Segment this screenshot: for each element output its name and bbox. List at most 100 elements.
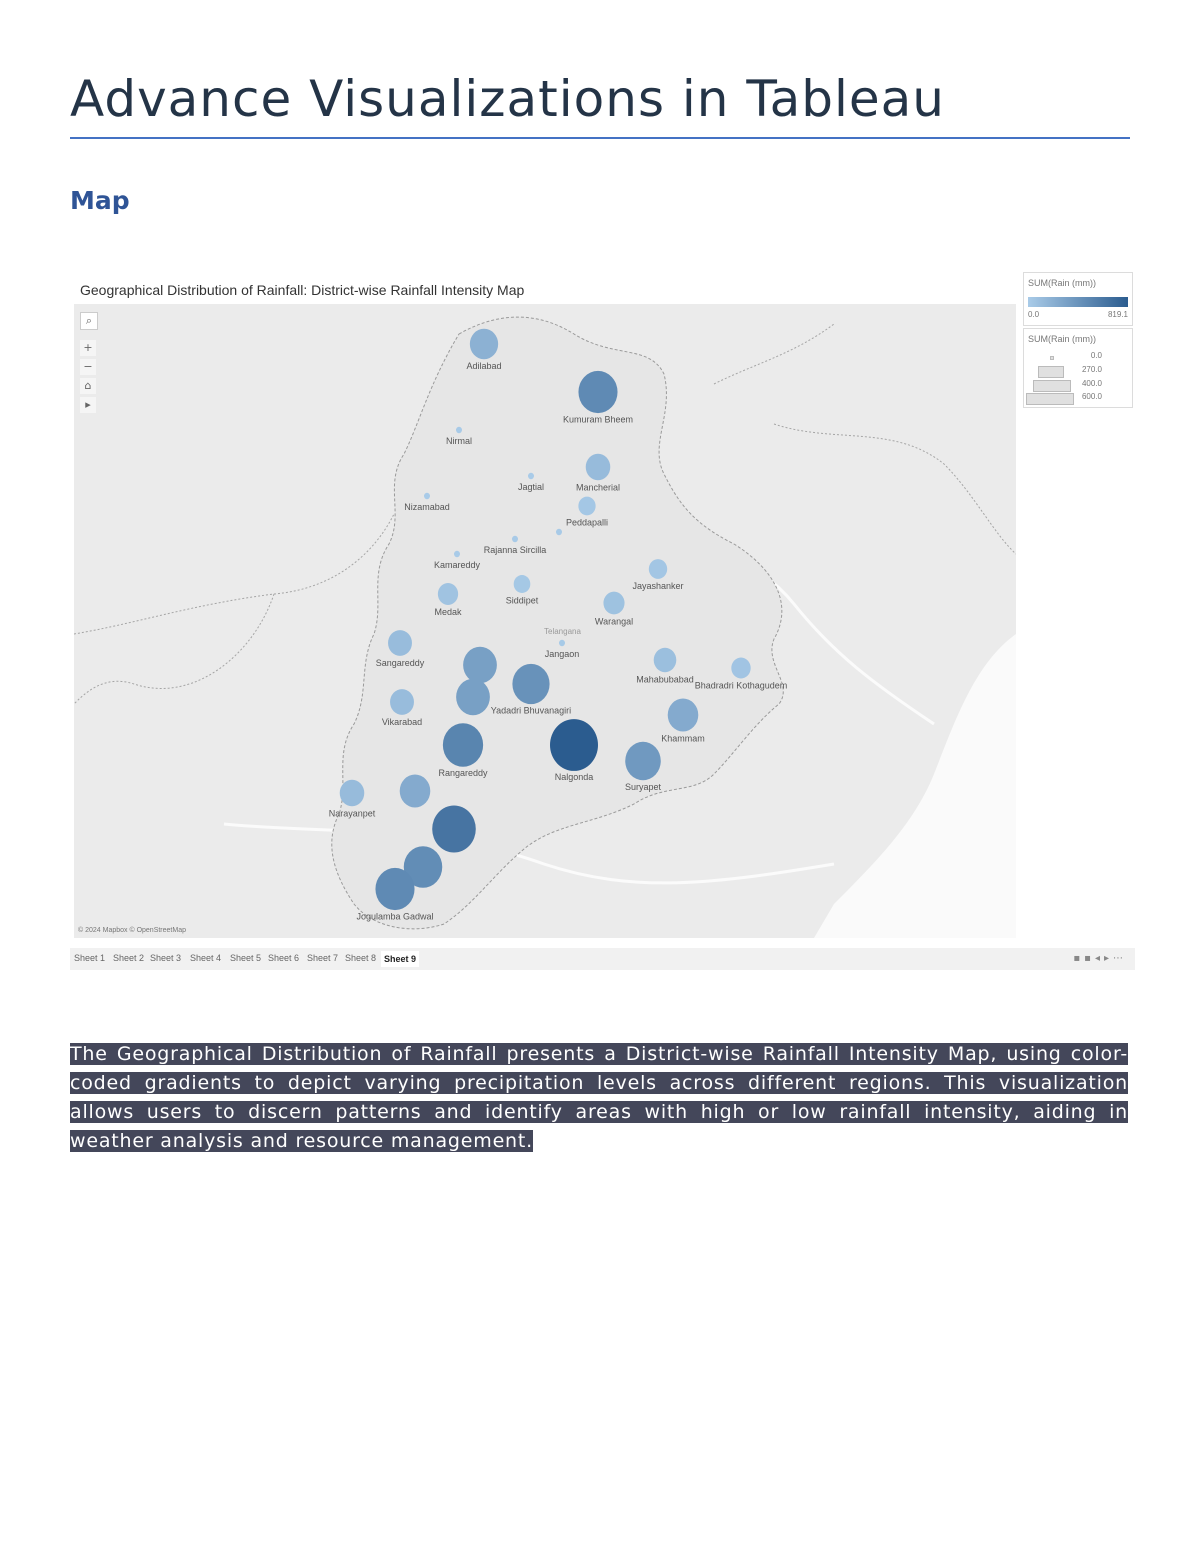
district-label: Nizamabad — [404, 502, 450, 512]
rainfall-bubble[interactable] — [456, 426, 462, 434]
rainfall-bubble[interactable] — [512, 535, 518, 543]
map-search-icon[interactable]: ⌕ — [80, 312, 98, 330]
district-label: Mahabubabad — [636, 674, 694, 684]
rainfall-map: Telangana Adilabad Kumuram Bheem Nirmal Man… — [74, 304, 1016, 938]
rainfall-bubble[interactable] — [550, 719, 598, 771]
rainfall-bubble[interactable] — [424, 492, 430, 500]
tab-sheet-2[interactable]: Sheet 2 — [113, 953, 145, 963]
rainfall-bubble[interactable] — [390, 689, 414, 715]
rainfall-bubble[interactable] — [528, 472, 534, 480]
district-labels: Adilabad Kumuram Bheem Nirmal Mancherial Jag… — [329, 361, 788, 921]
rainfall-bubble[interactable] — [375, 867, 415, 911]
description-text: The Geographical Distribution of Rainfal… — [70, 1043, 1128, 1152]
rainfall-bubble[interactable] — [513, 575, 531, 593]
sea-area — [814, 634, 1016, 938]
district-label: Narayanpet — [329, 808, 376, 818]
district-label: Warangal — [595, 617, 633, 627]
size-legend-row: 0.0 — [1024, 351, 1132, 364]
size-swatch — [1038, 366, 1064, 378]
sheet-tab-bar: Sheet 1 Sheet 2 Sheet 3 Sheet 4 Sheet 5 … — [70, 948, 1135, 970]
rainfall-bubble[interactable] — [456, 678, 490, 716]
state-label-telangana: Telangana — [544, 627, 581, 636]
rainfall-bubble[interactable] — [454, 550, 460, 558]
tab-sheet-6[interactable]: Sheet 6 — [268, 953, 300, 963]
home-icon[interactable]: ⌂ — [80, 378, 96, 394]
size-legend-row: 400.0 — [1024, 379, 1132, 392]
district-label: Nalgonda — [555, 772, 594, 782]
color-legend-title: SUM(Rain (mm)) — [1028, 278, 1096, 288]
rainfall-bubble[interactable] — [559, 639, 565, 647]
map-toolbar: ⌕ + − ⌂ ▸ — [80, 312, 98, 416]
rainfall-bubble[interactable] — [432, 805, 476, 853]
state-border — [713, 323, 1016, 555]
tab-sheet-4[interactable]: Sheet 4 — [190, 953, 222, 963]
tab-sheet-1[interactable]: Sheet 1 — [74, 953, 106, 963]
rainfall-bubble[interactable] — [653, 647, 677, 673]
district-label: Mancherial — [576, 482, 620, 492]
rainfall-bubble[interactable] — [731, 657, 751, 679]
district-label: Peddapalli — [566, 518, 608, 528]
rainfall-bubble[interactable] — [399, 774, 431, 808]
viz-title: Geographical Distribution of Rainfall: D… — [80, 282, 525, 298]
district-label: Medak — [434, 607, 462, 617]
expand-icon[interactable]: ▸ — [80, 397, 96, 413]
size-legend-row: 270.0 — [1024, 365, 1132, 378]
district-label: Nirmal — [446, 436, 472, 446]
rainfall-bubble[interactable] — [556, 528, 562, 536]
size-legend-value: 400.0 — [1081, 379, 1102, 388]
rainfall-bubble[interactable] — [667, 698, 699, 732]
rainfall-bubble[interactable] — [403, 846, 443, 888]
district-label: Yadadri Bhuvanagiri — [491, 706, 571, 716]
size-legend-value: 270.0 — [1081, 365, 1102, 374]
size-legend-value: 600.0 — [1081, 392, 1102, 401]
tab-sheet-5[interactable]: Sheet 5 — [230, 953, 262, 963]
rainfall-bubble[interactable] — [578, 370, 618, 414]
rainfall-bubble[interactable] — [585, 453, 611, 481]
rainfall-bubble[interactable] — [469, 328, 499, 360]
rainfall-bubble[interactable] — [512, 663, 550, 705]
size-legend: SUM(Rain (mm)) 0.0 270.0 400.0 600.0 — [1023, 328, 1133, 408]
rainfall-bubbles — [339, 328, 751, 911]
rainfall-bubble[interactable] — [648, 559, 668, 579]
district-label: Kamareddy — [434, 560, 481, 570]
size-swatch — [1050, 356, 1054, 360]
district-label: Vikarabad — [382, 717, 422, 727]
tab-sheet-8[interactable]: Sheet 8 — [345, 953, 377, 963]
district-label: Jogulamba Gadwal — [356, 912, 433, 922]
district-label: Suryapet — [625, 782, 662, 792]
rainfall-bubble[interactable] — [437, 583, 459, 605]
size-legend-row: 600.0 — [1024, 392, 1132, 405]
telangana-boundary — [331, 316, 784, 930]
size-swatch — [1026, 393, 1074, 405]
size-swatch — [1033, 380, 1071, 392]
map-attribution: © 2024 Mapbox © OpenStreetMap — [78, 926, 186, 934]
tab-sheet-9[interactable]: Sheet 9 — [381, 951, 420, 967]
color-ramp — [1028, 297, 1128, 307]
color-legend-max: 819.1 — [1107, 310, 1128, 319]
rainfall-bubble[interactable] — [442, 723, 484, 767]
river — [223, 822, 835, 885]
title-underline — [70, 137, 1130, 139]
district-label: Jagtial — [518, 482, 544, 492]
size-legend-value: 0.0 — [1090, 351, 1102, 360]
color-legend-min: 0.0 — [1028, 310, 1040, 319]
tableau-screenshot: Geographical Distribution of Rainfall: D… — [70, 270, 1135, 972]
map-canvas: Telangana Adilabad Kumuram Bheem Nirmal Man… — [74, 304, 1016, 938]
zoom-out-icon[interactable]: − — [80, 359, 96, 375]
tab-sheet-3[interactable]: Sheet 3 — [150, 953, 182, 963]
rainfall-bubble[interactable] — [578, 496, 596, 516]
state-border — [74, 513, 395, 705]
district-label: Adilabad — [466, 361, 501, 371]
color-legend: SUM(Rain (mm)) 0.0 819.1 — [1023, 272, 1133, 326]
zoom-in-icon[interactable]: + — [80, 340, 96, 356]
sheet-nav-icons[interactable]: ▪▪◂▸⋯ — [1073, 953, 1127, 964]
rainfall-bubble[interactable] — [603, 591, 625, 615]
rainfall-bubble[interactable] — [388, 630, 412, 656]
tab-sheet-7[interactable]: Sheet 7 — [307, 953, 339, 963]
document-title: Advance Visualizations in Tableau — [70, 70, 945, 128]
rainfall-bubble[interactable] — [339, 779, 365, 807]
rainfall-bubble[interactable] — [625, 741, 661, 781]
rainfall-bubble[interactable] — [463, 646, 497, 684]
district-label: Rajanna Sircilla — [484, 545, 547, 555]
district-label: Sangareddy — [376, 658, 425, 668]
